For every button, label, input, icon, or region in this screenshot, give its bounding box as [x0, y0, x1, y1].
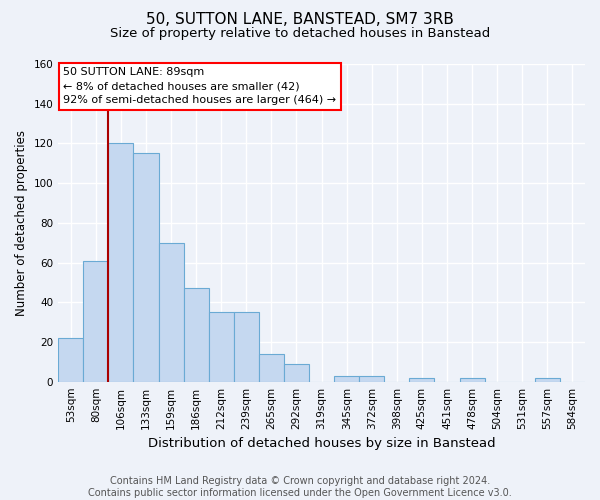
- Bar: [133, 154, 158, 382]
- Text: 50 SUTTON LANE: 89sqm
← 8% of detached houses are smaller (42)
92% of semi-detac: 50 SUTTON LANE: 89sqm ← 8% of detached h…: [64, 67, 337, 105]
- Text: Contains HM Land Registry data © Crown copyright and database right 2024.
Contai: Contains HM Land Registry data © Crown c…: [88, 476, 512, 498]
- Bar: [58, 338, 83, 382]
- Bar: [209, 312, 234, 382]
- Bar: [460, 378, 485, 382]
- Text: Size of property relative to detached houses in Banstead: Size of property relative to detached ho…: [110, 28, 490, 40]
- Bar: [409, 378, 434, 382]
- X-axis label: Distribution of detached houses by size in Banstead: Distribution of detached houses by size …: [148, 437, 496, 450]
- Bar: [234, 312, 259, 382]
- Bar: [259, 354, 284, 382]
- Bar: [535, 378, 560, 382]
- Bar: [359, 376, 385, 382]
- Bar: [334, 376, 359, 382]
- Bar: [158, 242, 184, 382]
- Text: 50, SUTTON LANE, BANSTEAD, SM7 3RB: 50, SUTTON LANE, BANSTEAD, SM7 3RB: [146, 12, 454, 28]
- Bar: [109, 144, 133, 382]
- Bar: [83, 260, 109, 382]
- Y-axis label: Number of detached properties: Number of detached properties: [15, 130, 28, 316]
- Bar: [184, 288, 209, 382]
- Bar: [284, 364, 309, 382]
